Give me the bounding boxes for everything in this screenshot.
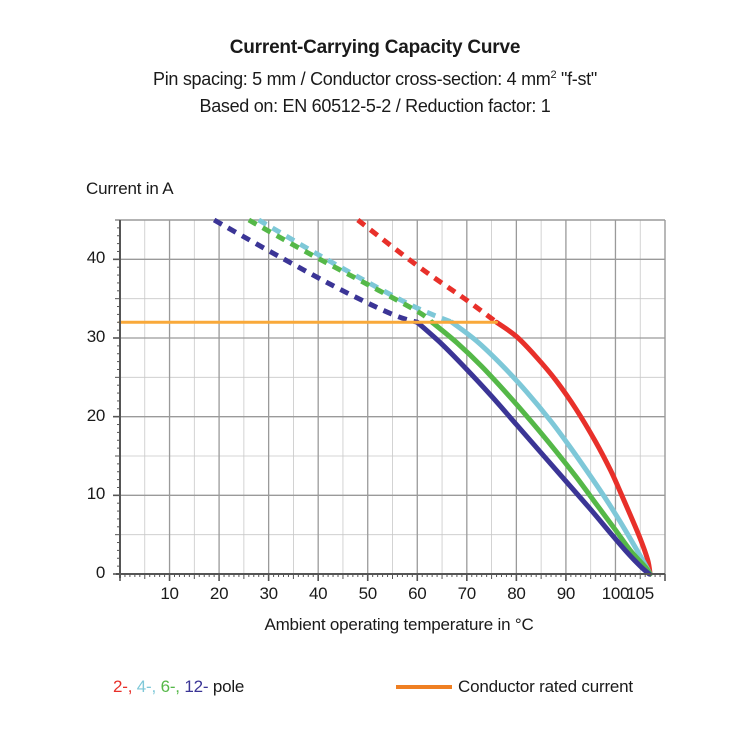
rated-current-swatch-icon — [396, 685, 452, 689]
chart-subtitle-line-1: Pin spacing: 5 mm / Conductor cross-sect… — [0, 62, 750, 93]
x-axis-tick-label: 50 — [358, 584, 378, 603]
x-axis-tick-label: 105 — [626, 584, 654, 603]
legend-pole-4: 4-, — [136, 677, 157, 696]
series-line-12-pole — [414, 319, 652, 577]
y-axis-tick-label: 40 — [86, 248, 106, 268]
y-axis-title: Current in A — [86, 179, 174, 198]
subtitle-superscript: 2 — [550, 69, 557, 81]
series-line-6-pole-extrapolated — [247, 217, 434, 325]
x-axis-tick-label: 30 — [259, 584, 278, 603]
legend-rated-current-label: Conductor rated current — [458, 677, 633, 696]
x-axis-tick-label: 20 — [209, 584, 229, 603]
legend-pole-2: 2-, — [113, 677, 133, 696]
x-axis-title: Ambient operating temperature in °C — [264, 615, 534, 634]
chart-title-block: Current-Carrying Capacity Curve Pin spac… — [0, 34, 750, 120]
x-axis-tick-label: 10 — [160, 584, 179, 603]
x-axis-tick-label: 100 — [601, 584, 630, 603]
legend-pole-6: 6-, — [160, 677, 180, 696]
page-title: Current-Carrying Capacity Curve — [229, 37, 521, 58]
series-line-2-pole — [494, 319, 653, 577]
series-line-12-pole-extrapolated — [212, 217, 419, 325]
legend-pole-suffix: pole — [208, 677, 245, 696]
subtitle-text-a: Pin spacing: 5 mm / Conductor cross-sect… — [153, 69, 551, 89]
y-axis-tick-label: 0 — [95, 563, 105, 582]
series-line-4-pole — [449, 319, 653, 577]
series-line-2-pole-extrapolated — [356, 218, 499, 325]
series-line-6-pole — [429, 319, 653, 577]
legend-pole-12: 12- — [184, 677, 209, 696]
legend-poles: 2-, 4-, 6-, 12- pole — [113, 677, 244, 697]
y-axis-tick-label: 20 — [86, 405, 106, 425]
x-axis-tick-label: 40 — [309, 584, 328, 603]
x-axis-tick-label: 90 — [556, 584, 576, 603]
x-axis-tick-label: 60 — [408, 584, 427, 603]
x-axis-tick-label: 70 — [457, 584, 477, 603]
subtitle-text-b: "f-st" — [556, 69, 597, 89]
y-axis-tick-label: 30 — [86, 327, 106, 346]
y-axis-tick-label: 10 — [86, 484, 106, 504]
x-axis-tick-label: 80 — [507, 584, 526, 603]
legend-rated-current: Conductor rated current — [396, 677, 633, 697]
chart-subtitle-line-2: Based on: EN 60512-5-2 / Reduction facto… — [199, 96, 551, 116]
